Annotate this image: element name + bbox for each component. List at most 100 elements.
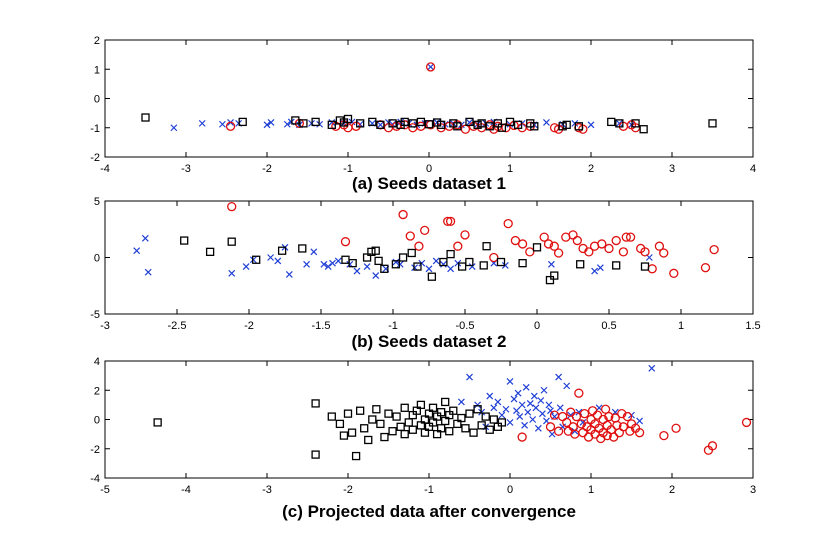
point-square-marker (574, 122, 583, 131)
point-circle-marker (654, 241, 665, 251)
point-square-marker (427, 272, 437, 281)
point-square-marker (576, 260, 585, 269)
point-x-marker (219, 120, 226, 128)
point-circle-marker (489, 252, 499, 263)
x-tick-label: 1 (588, 484, 594, 496)
point-circle-marker (525, 247, 535, 257)
x-tick-label: 2 (588, 163, 594, 175)
x-tick-label: 0 (534, 320, 540, 332)
point-x-marker (516, 413, 524, 420)
point-square-marker (453, 122, 462, 131)
point-circle-marker (669, 268, 679, 278)
point-square-marker (238, 117, 247, 127)
point-circle-marker (539, 232, 549, 242)
point-x-marker (334, 257, 342, 265)
point-circle-marker (618, 422, 629, 432)
point-x-marker (427, 63, 435, 71)
axes-frame (104, 200, 754, 315)
point-x-marker (501, 261, 509, 269)
point-x-marker (490, 404, 498, 412)
x-tick-label: -5 (100, 484, 110, 496)
point-square-marker (545, 275, 555, 285)
y-tick-label: 0 (94, 94, 100, 106)
point-square-marker (408, 425, 417, 434)
point-square-marker (640, 262, 650, 271)
point-square-marker (518, 258, 527, 268)
point-square-marker (311, 399, 320, 408)
point-x-marker (615, 119, 623, 127)
caption-b: (b) Seeds dataset 2 (352, 332, 507, 351)
point-circle-marker (617, 408, 627, 419)
point-square-marker (477, 119, 486, 128)
x-tick-label: -2 (244, 320, 254, 332)
x-tick-label: 3 (750, 484, 756, 496)
point-square-marker (615, 119, 624, 128)
point-square-marker (380, 432, 389, 442)
point-square-marker (532, 243, 542, 252)
point-circle-marker (566, 407, 576, 417)
point-circle-marker (340, 237, 351, 247)
point-circle-marker (671, 423, 681, 433)
x-tick-label: -3 (100, 320, 110, 332)
point-square-marker (298, 244, 307, 253)
point-circle-marker (572, 235, 582, 246)
point-square-marker (639, 125, 648, 134)
point-circle-marker (443, 216, 453, 226)
point-circle-marker (571, 411, 582, 422)
point-x-marker (510, 395, 518, 403)
point-square-marker (469, 428, 478, 437)
point-square-marker (497, 418, 507, 427)
point-square-marker (445, 427, 454, 436)
plot-a: -4 -3 -2 -1 0 1 2 3 4 2 1 0 -1 -2 (90, 35, 756, 175)
point-x-marker (198, 119, 206, 127)
point-square-marker (371, 246, 380, 255)
point-square-marker (362, 253, 372, 262)
point-circle-marker (398, 209, 408, 220)
point-square-marker (376, 120, 385, 129)
point-circle-marker (549, 241, 559, 251)
point-circle-marker (604, 411, 614, 422)
point-square-marker (153, 418, 162, 427)
y-tick-label: 1 (94, 64, 100, 76)
panel-a: -4 -3 -2 -1 0 1 2 3 4 2 1 0 -1 -2 (a) Seeds dataset 1 (90, 35, 756, 193)
x-tick-label: 0 (426, 163, 432, 175)
point-x-marker (537, 397, 545, 404)
x-tick-label: -2.5 (168, 320, 187, 332)
x-tick-label: -4 (181, 484, 191, 496)
point-square-marker (388, 119, 397, 128)
x-tick-label: -3 (181, 163, 191, 175)
point-square-marker (482, 242, 491, 251)
x-tick-label: 2 (669, 484, 675, 496)
point-x-marker (529, 416, 537, 423)
point-square-marker (391, 260, 401, 269)
point-square-marker (424, 120, 434, 129)
point-square-marker (335, 419, 345, 429)
point-circle-marker (517, 239, 528, 249)
point-circle-marker (574, 388, 584, 398)
point-x-marker (555, 373, 563, 381)
point-circle-marker (425, 62, 436, 72)
x-tick-label: 0.5 (601, 320, 616, 332)
point-circle-marker (597, 239, 607, 249)
point-x-marker (648, 364, 656, 372)
point-x-marker (547, 407, 554, 415)
point-circle-marker (225, 121, 236, 131)
point-circle-marker (621, 232, 631, 242)
point-x-marker (545, 401, 553, 409)
point-circle-marker (453, 241, 463, 251)
axes-frame (104, 39, 754, 158)
x-tick-label: 1.5 (745, 320, 760, 332)
point-square-marker (481, 412, 490, 421)
x-tick-label: 1 (507, 163, 513, 175)
point-square-marker (311, 450, 320, 459)
caption-c: (c) Projected data after convergence (282, 502, 576, 521)
point-x-marker (538, 410, 546, 418)
point-square-marker (368, 415, 377, 424)
point-square-marker (360, 424, 369, 433)
plot-b: -3 -2.5 -2 -1.5 -1 -0.5 0 0.5 1 1.5 5 0 -5 (90, 196, 760, 332)
point-x-marker (263, 121, 271, 129)
point-square-marker (416, 117, 426, 127)
